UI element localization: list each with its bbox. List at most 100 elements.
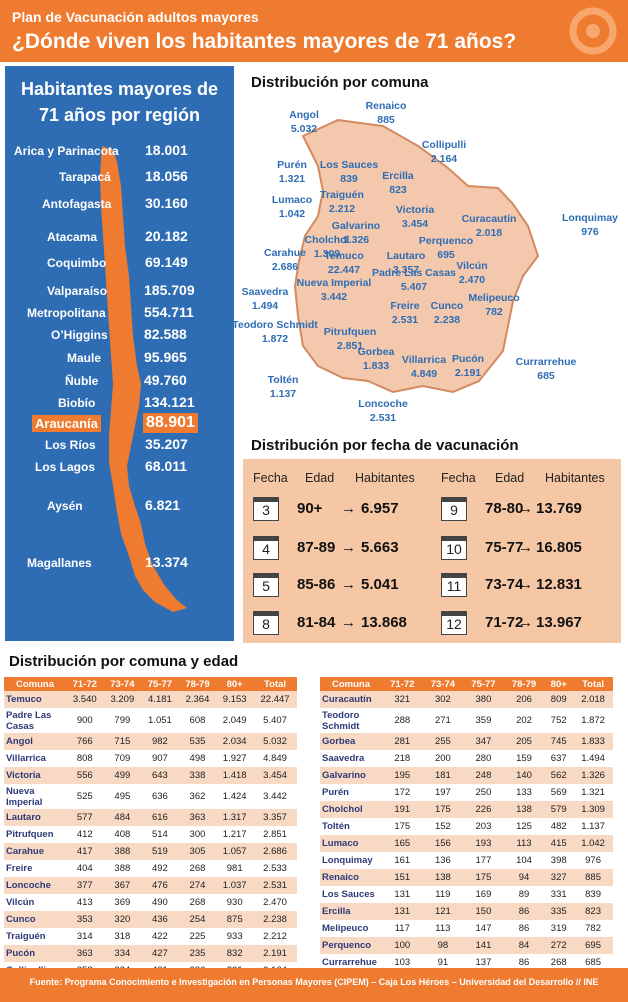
table-cell-comuna: Galvarino bbox=[320, 767, 382, 784]
table-cell: 685 bbox=[573, 954, 613, 971]
region-name: Los Lagos bbox=[35, 460, 96, 474]
table-cell: 490 bbox=[141, 894, 179, 911]
table-cell: 3.357 bbox=[253, 809, 297, 826]
comuna-label: Padre Las Casas 5.407 bbox=[372, 266, 456, 294]
table-cell-comuna: Traiguén bbox=[4, 928, 66, 945]
comuna-name: Perquenco bbox=[418, 235, 474, 247]
table-cell: 175 bbox=[422, 801, 464, 818]
arrow-icon: → bbox=[518, 576, 533, 593]
region-name: Biobío bbox=[58, 396, 96, 410]
table-cell: 608 bbox=[178, 708, 217, 733]
table-cell: 2.531 bbox=[253, 877, 297, 894]
calendar-icon: 9 bbox=[441, 497, 467, 521]
comuna-label: Victoria 3.454 bbox=[396, 203, 434, 231]
table-cell: 2.049 bbox=[216, 708, 254, 733]
arrow-icon: → bbox=[341, 500, 356, 517]
table-cell: 121 bbox=[422, 903, 464, 920]
table-cell-comuna: Lonquimay bbox=[320, 852, 382, 869]
table-cell: 412 bbox=[66, 826, 104, 843]
table-cell: 484 bbox=[103, 809, 142, 826]
region-value: 134.121 bbox=[144, 394, 195, 410]
table-cell: 131 bbox=[382, 903, 423, 920]
comuna-name: Victoria bbox=[395, 204, 435, 216]
comuna-name: Cholchol bbox=[304, 234, 350, 246]
vaccination-age: 75-77 bbox=[485, 539, 524, 556]
comuna-value: 2.212 bbox=[328, 203, 356, 215]
table-cell: 22.447 bbox=[253, 691, 297, 708]
table-cell: 302 bbox=[422, 691, 464, 708]
comuna-label: Angol 5.032 bbox=[289, 108, 319, 136]
table-cell: 976 bbox=[573, 852, 613, 869]
table-cell: 331 bbox=[544, 886, 574, 903]
table-cell-comuna: Victoria bbox=[4, 767, 66, 784]
vaccination-age: 71-72 bbox=[485, 614, 524, 631]
table-cell: 1.057 bbox=[216, 843, 254, 860]
comuna-value: 5.407 bbox=[400, 281, 428, 293]
table-cell: 94 bbox=[503, 869, 545, 886]
region-panel-title: Habitantes mayores de 71 años por región bbox=[5, 76, 234, 128]
table-row: Vilcún 413 369 490 268 930 2.470 bbox=[4, 894, 297, 911]
region-name: Atacama bbox=[47, 230, 98, 244]
comuna-name: Curacautín bbox=[461, 213, 517, 225]
table-row: Nueva Imperial 525 495 636 362 1.424 3.442 bbox=[4, 784, 297, 809]
vaccination-age: 85-86 bbox=[297, 576, 336, 593]
table-cell-comuna: Villarrica bbox=[4, 750, 66, 767]
comuna-name: Padre Las Casas bbox=[371, 267, 457, 279]
comuna-label: Pitrufquen 2.851 bbox=[324, 325, 377, 353]
table-cell: 320 bbox=[103, 911, 142, 928]
comuna-name: Ercilla bbox=[382, 170, 414, 182]
table-cell: 422 bbox=[141, 928, 179, 945]
table-cell: 823 bbox=[573, 903, 613, 920]
table-row: Cholchol 191 175 226 138 579 1.309 bbox=[320, 801, 613, 818]
table-cell: 1.317 bbox=[216, 809, 254, 826]
region-value: 82.588 bbox=[144, 326, 187, 342]
table-cell: 408 bbox=[103, 826, 142, 843]
table-cell: 643 bbox=[141, 767, 179, 784]
table-header: 78-79 bbox=[503, 677, 545, 691]
table-cell: 156 bbox=[422, 835, 464, 852]
comuna-name: Vilcún bbox=[456, 260, 488, 272]
region-value: 18.056 bbox=[145, 168, 188, 184]
region-name: Tarapacá bbox=[59, 170, 111, 184]
col-header-people: Habitantes bbox=[355, 471, 415, 485]
comuna-label: Teodoro Schmidt 1.872 bbox=[232, 318, 318, 346]
table-cell-comuna: Gorbea bbox=[320, 733, 382, 750]
comuna-label: Pucón 2.191 bbox=[452, 352, 484, 380]
comuna-value: 3.454 bbox=[401, 218, 429, 230]
table-cell: 1.424 bbox=[216, 784, 254, 809]
table-cell: 377 bbox=[66, 877, 104, 894]
table-cell-comuna: Angol bbox=[4, 733, 66, 750]
table-cell: 117 bbox=[382, 920, 423, 937]
table-cell: 2.034 bbox=[216, 733, 254, 750]
comuna-value: 2.191 bbox=[454, 367, 482, 379]
table-cell: 5.407 bbox=[253, 708, 297, 733]
vaccination-age: 78-80 bbox=[485, 500, 524, 517]
table-row: Perquenco 100 98 141 84 272 695 bbox=[320, 937, 613, 954]
table-row: Cunco 353 320 436 254 875 2.238 bbox=[4, 911, 297, 928]
table-cell-comuna: Los Sauces bbox=[320, 886, 382, 903]
table-cell: 288 bbox=[382, 708, 423, 733]
table-cell: 752 bbox=[544, 708, 574, 733]
comuna-name: Freire bbox=[390, 300, 420, 312]
table-cell: 133 bbox=[503, 784, 545, 801]
comuna-value: 976 bbox=[581, 226, 599, 238]
region-name: Metropolitana bbox=[27, 306, 106, 320]
table-cell: 280 bbox=[463, 750, 504, 767]
region-value: 49.760 bbox=[144, 372, 187, 388]
table-cell: 205 bbox=[503, 733, 545, 750]
comuna-label: Freire 2.531 bbox=[390, 299, 419, 327]
calendar-icon: 3 bbox=[253, 497, 279, 521]
vaccination-people: 13.967 bbox=[536, 614, 582, 631]
table-cell: 281 bbox=[382, 733, 423, 750]
table-cell: 2.238 bbox=[253, 911, 297, 928]
table-cell: 113 bbox=[422, 920, 464, 937]
table-row: Traiguén 314 318 422 225 933 2.212 bbox=[4, 928, 297, 945]
comuna-name: Lautaro bbox=[386, 250, 426, 262]
region-title-line1: Habitantes mayores de bbox=[20, 79, 219, 99]
table-cell-comuna: Cholchol bbox=[320, 801, 382, 818]
table-cell: 271 bbox=[422, 708, 464, 733]
region-value: 35.207 bbox=[145, 436, 188, 452]
comuna-label: Purén 1.321 bbox=[277, 158, 307, 186]
table-row: Toltén 175 152 203 125 482 1.137 bbox=[320, 818, 613, 835]
table-header: 78-79 bbox=[178, 677, 217, 691]
